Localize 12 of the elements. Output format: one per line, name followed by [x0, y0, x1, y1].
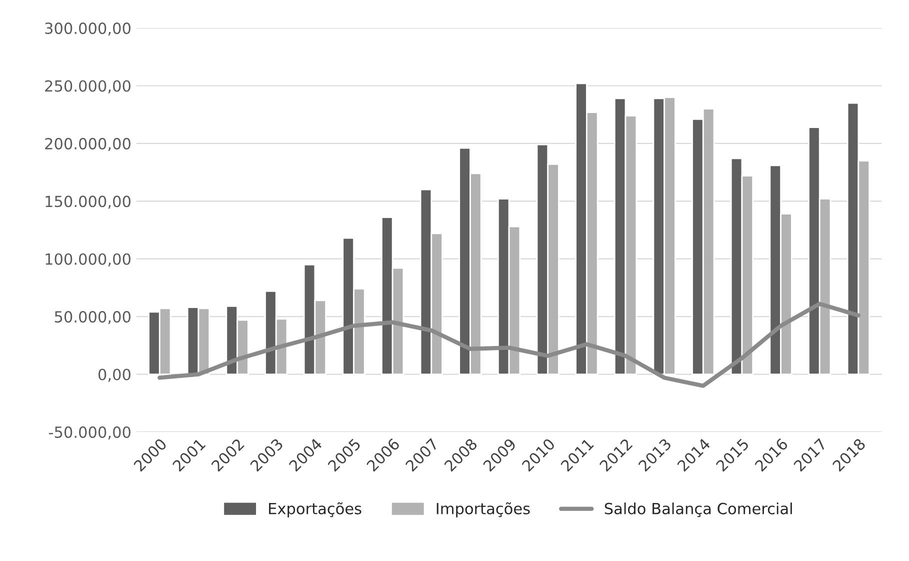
- y-tick-label: 300.000,00: [45, 22, 130, 36]
- legend-label: Saldo Balança Comercial: [604, 502, 792, 518]
- legend-label: Exportações: [269, 502, 362, 518]
- y-tick-label: 200.000,00: [45, 138, 130, 152]
- y-tick-label: 250.000,00: [45, 80, 130, 94]
- y-tick-label: 0,00: [98, 368, 130, 382]
- y-tick-label: -50.000,00: [48, 426, 130, 440]
- legend-label: Importações: [436, 502, 530, 518]
- y-tick-label: 50.000,00: [54, 311, 130, 324]
- y-tick-label: 150.000,00: [46, 196, 130, 209]
- y-tick-label: 100.000,00: [46, 253, 130, 266]
- line-series: [158, 302, 861, 388]
